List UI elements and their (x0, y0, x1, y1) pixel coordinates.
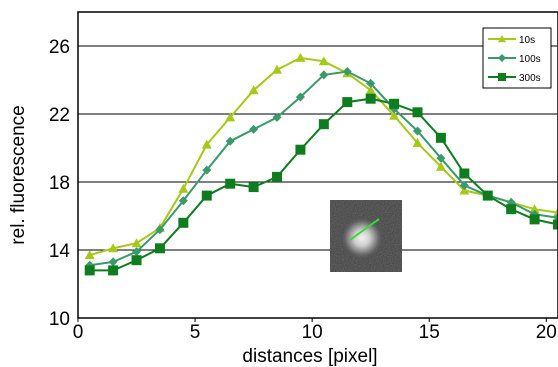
y-tick-label: 10 (49, 309, 70, 330)
legend-marker (498, 35, 506, 43)
data-point-300s (295, 144, 306, 155)
data-point-10s (389, 110, 400, 120)
data-series (84, 52, 558, 276)
data-point-300s (108, 265, 119, 276)
data-point-100s (319, 70, 329, 80)
plot-frame (77, 11, 558, 319)
data-point-300s (131, 255, 142, 266)
series-100s (85, 67, 558, 270)
data-point-10s (529, 204, 540, 214)
legend-label: 100s (519, 54, 541, 65)
data-point-100s (366, 78, 376, 88)
legend-label: 300s (519, 73, 541, 84)
data-point-300s (482, 190, 493, 201)
data-point-100s (272, 112, 282, 122)
data-point-100s (436, 153, 446, 163)
data-point-100s (202, 165, 212, 175)
y-tick-label: 18 (49, 173, 70, 194)
data-point-100s (178, 196, 188, 206)
data-point-10s (108, 243, 119, 253)
data-point-300s (459, 168, 470, 179)
x-tick-label: 5 (190, 322, 201, 343)
data-point-10s (459, 185, 470, 195)
data-point-100s (342, 67, 352, 76)
data-point-10s (84, 250, 95, 260)
legend-marker (498, 73, 506, 81)
data-point-300s (342, 97, 353, 108)
data-point-300s (389, 98, 400, 109)
tick-labels: 10 14 18 22 26 0 5 10 15 20 (49, 37, 557, 343)
data-point-300s (412, 107, 423, 118)
data-point-300s (553, 219, 558, 230)
data-point-100s (295, 92, 305, 102)
data-point-300s (365, 93, 376, 104)
series-300s (84, 93, 558, 276)
data-point-300s (201, 190, 212, 201)
data-point-300s (154, 243, 165, 254)
data-point-300s (529, 214, 540, 225)
data-point-10s (412, 137, 423, 147)
x-tick-label: 20 (536, 322, 557, 343)
legend-marker (498, 54, 506, 62)
data-point-300s (435, 132, 446, 143)
data-point-300s (506, 204, 517, 215)
data-point-100s (132, 247, 142, 257)
x-tick-label: 0 (73, 322, 84, 343)
data-point-10s (225, 112, 236, 122)
data-point-300s (84, 265, 95, 276)
legend-label: 10s (519, 35, 535, 46)
data-point-10s (272, 64, 283, 74)
x-tick-label: 15 (419, 322, 440, 343)
data-point-10s (295, 52, 306, 62)
data-point-100s (249, 124, 259, 134)
y-tick-label: 14 (49, 241, 71, 262)
data-point-300s (318, 119, 329, 130)
data-point-100s (225, 136, 235, 146)
data-point-300s (248, 182, 259, 193)
data-point-100s (459, 180, 469, 190)
data-point-300s (272, 171, 283, 182)
x-axis-label: distances [pixel] (242, 346, 377, 367)
data-point-300s (178, 217, 189, 228)
data-point-10s (248, 85, 259, 95)
data-point-10s (131, 238, 142, 248)
data-point-10s (178, 183, 189, 193)
data-point-10s (318, 56, 329, 66)
x-tick-label: 10 (302, 322, 323, 343)
y-tick-label: 22 (49, 105, 70, 126)
legend: 10s 100s 300s (482, 27, 552, 89)
data-point-10s (365, 85, 376, 95)
legend-item-300s: 300s (488, 73, 541, 84)
legend-item-10s: 10s (488, 35, 535, 46)
data-point-10s (553, 207, 558, 217)
data-point-100s (155, 225, 165, 235)
microscopy-inset-image (330, 200, 402, 272)
data-point-300s (225, 178, 236, 189)
series-line-100s (89, 70, 558, 267)
y-tick-label: 26 (49, 37, 70, 58)
y-axis-label: rel. fluorescence (8, 105, 29, 244)
grid-lines (78, 45, 558, 251)
data-point-10s (435, 161, 446, 171)
data-point-100s (108, 257, 118, 267)
data-point-10s (201, 139, 212, 149)
data-point-100s (413, 126, 423, 136)
legend-item-100s: 100s (488, 54, 541, 65)
